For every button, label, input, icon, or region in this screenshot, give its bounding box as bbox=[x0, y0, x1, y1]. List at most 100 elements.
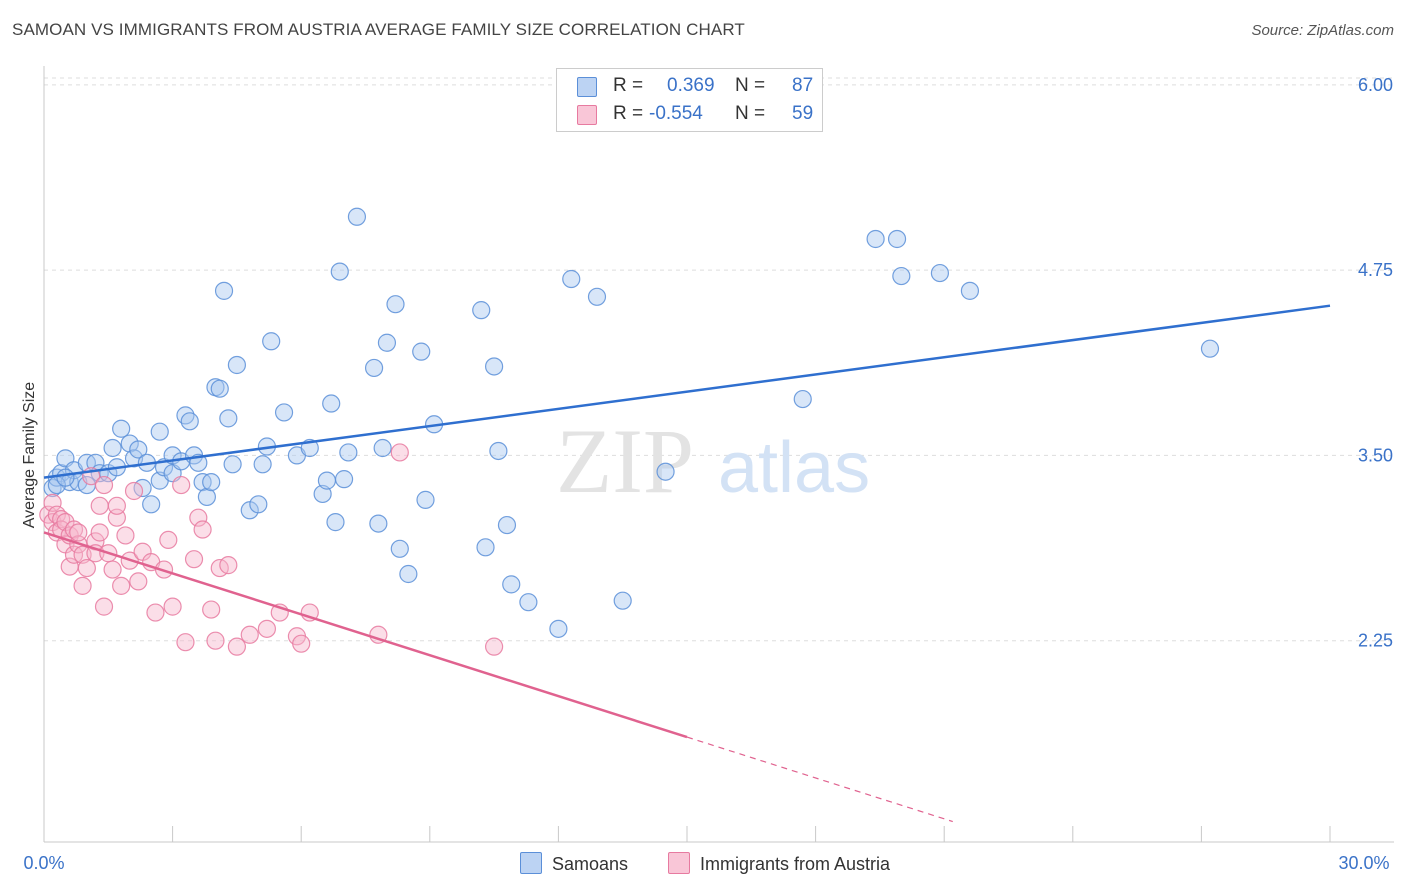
austria-point bbox=[257, 619, 277, 638]
austria-point bbox=[485, 637, 504, 656]
austria-point bbox=[69, 523, 88, 542]
y-tick-label: 4.75 bbox=[1358, 260, 1393, 280]
austria-point bbox=[163, 597, 182, 616]
series-legend-label: Immigrants from Austria bbox=[700, 854, 891, 874]
austria-point bbox=[103, 560, 122, 579]
austria-point bbox=[107, 496, 126, 515]
samoan-point bbox=[866, 229, 885, 249]
series-swatch-blue bbox=[520, 852, 542, 874]
samoan-point bbox=[129, 440, 148, 459]
legend-r-label: R = bbox=[613, 75, 644, 96]
samoan-point bbox=[339, 443, 358, 462]
samoan-point bbox=[497, 515, 517, 535]
samoan-point bbox=[56, 468, 75, 487]
samoan-point bbox=[502, 575, 521, 594]
samoan-point bbox=[373, 438, 392, 458]
austria-point bbox=[90, 496, 109, 515]
grid-layer bbox=[44, 77, 1394, 642]
samoan-point bbox=[960, 281, 980, 300]
samoan-point bbox=[476, 538, 495, 557]
austria-point bbox=[73, 576, 92, 595]
samoan-point bbox=[613, 591, 632, 610]
y-tick-label: 3.50 bbox=[1358, 445, 1393, 465]
samoan-point bbox=[892, 266, 911, 286]
austria-point bbox=[206, 631, 225, 650]
source-label: Source: ZipAtlas.com bbox=[1251, 22, 1394, 39]
chart-title: SAMOAN VS IMMIGRANTS FROM AUSTRIA AVERAG… bbox=[12, 20, 745, 39]
samoan-point bbox=[416, 490, 435, 509]
legend-n-label: N = bbox=[735, 103, 766, 124]
series-swatch-pink bbox=[668, 852, 690, 874]
austria-point bbox=[77, 558, 96, 578]
points-layer bbox=[39, 207, 1220, 656]
series-legend-austria: Immigrants from Austria bbox=[668, 852, 890, 876]
samoan-point bbox=[202, 472, 221, 492]
samoan-point bbox=[197, 487, 216, 507]
samoan-point bbox=[223, 455, 242, 474]
samoan-point bbox=[489, 441, 508, 461]
legend-swatch-pink bbox=[577, 105, 597, 125]
y-tick-label: 6.00 bbox=[1358, 75, 1393, 95]
austria-point bbox=[189, 508, 208, 527]
austria-point bbox=[219, 556, 238, 575]
austria-point bbox=[172, 475, 191, 495]
samoan-point bbox=[587, 287, 607, 306]
austria-trend-extension bbox=[686, 736, 953, 823]
austria-point bbox=[292, 634, 311, 653]
samoan-point bbox=[103, 438, 122, 458]
samoan-point bbox=[472, 301, 491, 320]
samoan-point bbox=[793, 389, 812, 409]
samoan-point bbox=[150, 422, 169, 441]
samoan-point bbox=[412, 342, 431, 361]
samoan-point bbox=[219, 409, 238, 428]
austria-point bbox=[390, 443, 409, 462]
samoan-point bbox=[485, 357, 504, 376]
austria-point bbox=[176, 633, 195, 652]
samoan-point bbox=[112, 419, 131, 438]
samoan-point bbox=[322, 394, 341, 413]
austria-point bbox=[112, 576, 131, 595]
austria-point bbox=[94, 475, 114, 495]
correlation-legend: R = 0.369 N = 87 R = -0.554 N = 59 bbox=[556, 68, 823, 132]
austria-point bbox=[90, 523, 109, 542]
legend-swatch-blue bbox=[577, 77, 597, 97]
austria-point bbox=[124, 481, 144, 501]
watermark-atlas: atlas bbox=[718, 428, 870, 508]
samoan-point bbox=[253, 455, 272, 474]
samoan-point bbox=[549, 619, 568, 638]
samoan-point bbox=[399, 564, 418, 584]
samoan-trend-line bbox=[43, 304, 1331, 479]
austria-point bbox=[240, 625, 259, 644]
austria-point bbox=[43, 493, 62, 512]
series-legend-samoans: Samoans bbox=[520, 852, 628, 876]
samoan-point bbox=[386, 295, 405, 314]
austria-point bbox=[159, 530, 178, 550]
watermark: ZIP atlas bbox=[556, 410, 870, 512]
samoan-point bbox=[249, 495, 268, 514]
samoan-point bbox=[930, 263, 950, 283]
samoan-point bbox=[214, 281, 234, 300]
austria-point bbox=[129, 572, 148, 591]
austria-point bbox=[184, 550, 204, 569]
samoan-point bbox=[519, 593, 538, 612]
samoan-point bbox=[180, 412, 199, 431]
watermark-zip: ZIP bbox=[556, 410, 694, 512]
samoan-point bbox=[347, 207, 367, 226]
samoan-point bbox=[887, 229, 907, 249]
samoan-point bbox=[274, 403, 294, 422]
samoan-point bbox=[369, 514, 388, 533]
austria-point bbox=[116, 526, 135, 545]
samoan-point bbox=[210, 379, 229, 398]
labels-layer: 2.25 3.50 4.75 6.00 0.0% 30.0% bbox=[23, 75, 1393, 873]
samoan-point bbox=[377, 333, 397, 352]
austria-point bbox=[146, 603, 165, 622]
x-tick-label: 30.0% bbox=[1338, 853, 1389, 873]
y-tick-label: 2.25 bbox=[1358, 631, 1393, 651]
samoan-point bbox=[142, 495, 161, 514]
samoan-point bbox=[317, 471, 337, 490]
legend-r-value: -0.554 bbox=[649, 103, 703, 124]
austria-point bbox=[94, 597, 114, 616]
samoan-point bbox=[334, 470, 354, 489]
samoan-point bbox=[1200, 339, 1220, 358]
